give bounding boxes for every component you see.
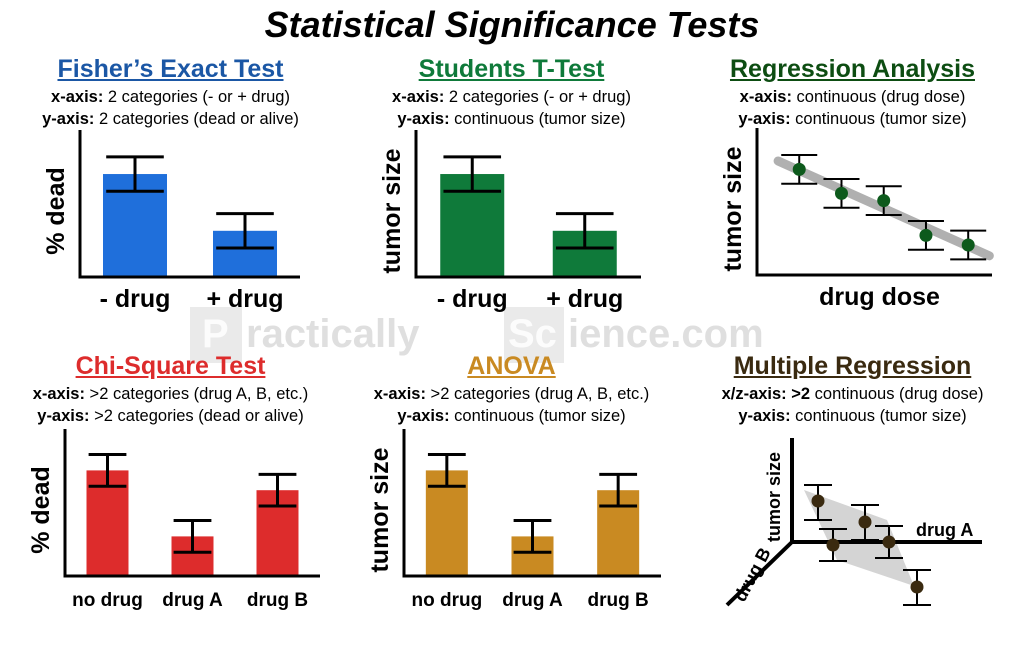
y-axis-text: continuous (tumor size)	[790, 407, 967, 425]
panel-title: Regression Analysis	[729, 55, 975, 83]
y-axis-title: % dead	[27, 466, 55, 554]
y-axis-text: >2 categories (dead or alive)	[89, 407, 304, 425]
tick-label-1: - drug	[437, 285, 508, 313]
z-axis	[725, 540, 794, 607]
point-marker	[858, 515, 872, 529]
axis-label-y: tumor size	[764, 452, 784, 542]
tick-label-3: drug B	[588, 590, 649, 611]
data-point-5	[961, 238, 975, 252]
x-axis-label: x-axis:	[392, 88, 445, 106]
x-axis-label: x-axis:	[373, 385, 426, 403]
x-axis-text: continuous (drug dose)	[810, 385, 984, 403]
x-axis-description: x-axis: >2 categories (drug A, B, etc.)	[0, 385, 341, 404]
point-marker	[910, 580, 924, 594]
x-axis-description: x-axis: continuous (drug dose)	[682, 88, 1023, 107]
panel-chisquare: Chi-Square Test x-axis: >2 categories (d…	[0, 350, 341, 645]
bar-chart: - drug + drug % dead	[42, 130, 300, 313]
x-axis-label: x-axis:	[51, 88, 104, 106]
y-axis-description: y-axis: 2 categories (dead or alive)	[0, 110, 341, 129]
x-axis-description: x-axis: >2 categories (drug A, B, etc.)	[341, 385, 682, 404]
point-marker	[882, 535, 896, 549]
x-axis-description: x-axis: 2 categories (- or + drug)	[341, 88, 682, 107]
tick-label-2: + drug	[546, 285, 623, 313]
y-axis-title: % dead	[42, 167, 70, 255]
x-axis-label: x-axis:	[739, 88, 792, 106]
3d-scatter-chart: tumor size drug A drug B	[725, 438, 982, 607]
scatter-chart: drug dose tumor size	[719, 128, 994, 311]
main-title: Statistical Significance Tests	[264, 4, 760, 45]
tick-label-1: no drug	[411, 590, 482, 611]
panel-regression: Regression Analysis x-axis: continuous (…	[682, 55, 1023, 350]
y-axis-text: continuous (tumor size)	[790, 110, 967, 128]
tick-label-2: drug A	[162, 590, 223, 611]
axis-label-z: drug B	[730, 544, 775, 605]
data-point-3	[819, 528, 847, 562]
x-axis-label: x-axis:	[32, 385, 85, 403]
panel-ttest: Students T-Test x-axis: 2 categories (- …	[341, 55, 682, 350]
data-point-1	[804, 484, 832, 521]
x-axis-title: drug dose	[819, 283, 940, 311]
y-axis-text: continuous (tumor size)	[449, 110, 626, 128]
x-axis-description: x-axis: 2 categories (- or + drug)	[0, 88, 341, 107]
point-marker	[826, 538, 840, 552]
data-point-3	[877, 194, 891, 208]
y-axis-label: y-axis:	[397, 407, 450, 425]
panel-title: Students T-Test	[418, 55, 605, 83]
tick-label-1: no drug	[72, 590, 143, 611]
panel-title: Chi-Square Test	[75, 352, 266, 380]
y-axis-label: y-axis:	[42, 110, 95, 128]
y-axis-text: continuous (tumor size)	[449, 407, 626, 425]
y-axis-title: tumor size	[366, 447, 394, 572]
x-axis-text: >2 categories (drug A, B, etc.)	[425, 385, 650, 403]
x-axis-text: 2 categories (- or + drug)	[103, 88, 290, 106]
bar-1	[425, 470, 468, 576]
bar-chart: no drug drug A drug B tumor size	[366, 429, 661, 611]
y-axis-title: tumor size	[719, 146, 747, 271]
data-point-2	[834, 186, 848, 200]
tick-label-1: - drug	[100, 285, 171, 313]
panel-fisher: Fisher’s Exact Test x-axis: 2 categories…	[0, 55, 341, 350]
x-axis-text: 2 categories (- or + drug)	[444, 88, 631, 106]
panel-anova: ANOVA x-axis: >2 categories (drug A, B, …	[341, 350, 682, 645]
y-axis-description: y-axis: continuous (tumor size)	[341, 407, 682, 426]
y-axis-description: y-axis: continuous (tumor size)	[682, 407, 1023, 426]
y-axis-label: y-axis:	[738, 110, 791, 128]
regression-plane	[804, 490, 914, 586]
data-point-1	[792, 162, 806, 176]
panel-title: Multiple Regression	[733, 352, 972, 380]
x-axis-text: >2 categories (drug A, B, etc.)	[84, 385, 309, 403]
tick-label-2: drug A	[502, 590, 563, 611]
panel-title: ANOVA	[467, 352, 556, 380]
tick-label-3: drug B	[247, 590, 308, 611]
data-point-2	[851, 504, 879, 541]
y-axis-description: y-axis: continuous (tumor size)	[682, 110, 1023, 129]
x-axis-label: x/z-axis: >2	[721, 385, 811, 403]
y-axis-description: y-axis: >2 categories (dead or alive)	[0, 407, 341, 426]
tick-label-2: + drug	[206, 285, 283, 313]
x-axis-text: continuous (drug dose)	[791, 88, 966, 106]
panel-multireg: Multiple Regression x/z-axis: >2 continu…	[682, 350, 1023, 620]
y-axis-label: y-axis:	[37, 407, 90, 425]
axis-label-x: drug A	[916, 520, 973, 540]
y-axis-label: y-axis:	[738, 407, 791, 425]
bar-chart: - drug + drug tumor size	[378, 130, 641, 313]
y-axis-label: y-axis:	[397, 110, 450, 128]
bar-1	[86, 470, 129, 576]
panel-title: Fisher’s Exact Test	[57, 55, 284, 83]
y-axis-description: y-axis: continuous (tumor size)	[341, 110, 682, 129]
point-marker	[811, 494, 825, 508]
data-point-4	[875, 525, 903, 559]
data-point-4	[919, 228, 933, 242]
bar-chart: no drug drug A drug B % dead	[27, 429, 320, 611]
y-axis-text: 2 categories (dead or alive)	[94, 110, 299, 128]
y-axis-title: tumor size	[378, 148, 406, 273]
data-point-5	[903, 569, 931, 606]
x-axis-description: x/z-axis: >2 continuous (drug dose)	[682, 385, 1023, 404]
